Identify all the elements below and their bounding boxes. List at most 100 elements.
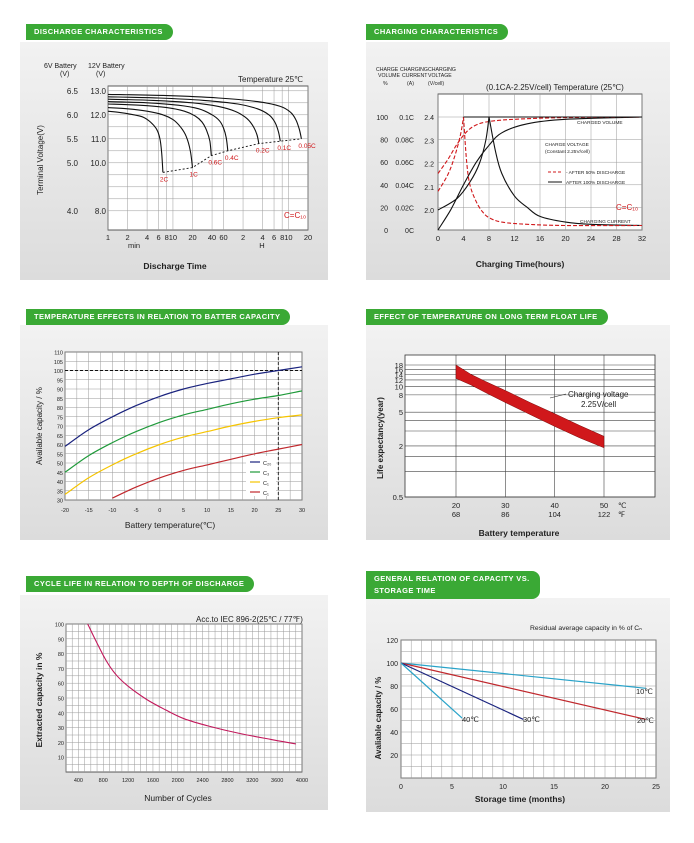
float-life-y-tick-label: 10 [395,383,403,392]
charging-voltage-tick-label: 2.2 [424,162,434,169]
temperature-x-tick-label: 20 [252,508,258,514]
charging-volume-tick-label: 40 [380,183,388,190]
temperature-legend-label: C₁ [263,481,269,487]
title-storage: GENERAL RELATION OF CAPACITY VS. STORAGE… [366,571,540,599]
temperature-y-tick-label: 55 [57,452,63,458]
temperature-x-tick-label: 10 [204,508,210,514]
temperature-y-tick-label: 80 [57,406,63,412]
discharge-x-axis-title: Discharge Time [143,261,206,271]
temperature-y-tick-label: 45 [57,471,63,477]
temperature-x-tick-label: 30 [299,508,305,514]
float-life-y-tick-label: 2 [399,442,403,451]
float-life-y-tick-label: 12 [395,376,403,385]
storage-x-axis-title: Storage time (months) [475,794,565,804]
cycle-x-tick-label: 4000 [296,778,308,784]
charging-current-tick-label: 0.06C [395,160,414,167]
charging-volume-tick-label: 20 [380,205,388,212]
discharge-header-unit-12v: (V) [96,71,105,78]
discharge-x-unit-h: H [259,241,264,250]
float-life-plot-area [404,354,656,498]
temperature-y-tick-label: 40 [57,480,63,486]
temperature-legend-box [246,456,276,496]
float-life-unit-fahrenheit: ℉ [618,510,626,519]
discharge-curve-0.6C [107,103,212,156]
cycle-y-tick-label: 50 [58,697,64,703]
temperature-x-tick-label: 0 [158,508,161,514]
storage-line-label: 30℃ [523,715,540,724]
discharge-header-6v: 6V Battery [44,63,77,70]
discharge-x-tick-label: 6 [272,233,276,242]
storage-y-tick-label: 120 [386,638,398,645]
temperature-curve [64,366,303,447]
cycle-x-tick-label: 400 [74,778,83,784]
title-storage-line2: STORAGE TIME [374,586,436,595]
float-life-x-tick-fahrenheit: 104 [548,510,561,519]
charging-current-tick-label: 0.02C [395,205,414,212]
discharge-curve-0.2C [107,98,260,144]
discharge-curve-0.1C [107,96,281,142]
charging-voltage-tick-label: 2.0 [424,208,434,215]
storage-x-tick-label: 10 [499,784,507,791]
discharge-curve-2C [107,110,164,173]
discharge-curve-label: 0.6C [208,160,222,167]
charging-column-header: (A) [407,81,414,87]
discharge-header-unit-6v: (V) [60,71,69,78]
temperature-y-tick-label: 35 [57,489,63,495]
discharge-header-12v: 12V Battery [88,63,125,70]
cycle-x-tick-label: 3200 [246,778,258,784]
charging-curve-voltage_50 [437,116,465,192]
discharge-x-tick-label: 8 [280,233,284,242]
storage-y-tick-label: 20 [390,753,398,760]
float-life-x-tick-celsius: 30 [501,501,509,510]
temperature-y-tick-label: 30 [57,499,63,505]
float-life-y-tick-label: 0.5 [393,493,403,502]
discharge-curve-1C [107,107,194,168]
charging-legend-text-50: - AFTER 50% DISCHARGE [566,170,625,176]
cycle-y-tick-label: 90 [58,637,64,643]
discharge-x-tick-label: 10 [284,233,292,242]
float-life-annotation-line1: Charging voltage [568,390,629,399]
charging-volume-tick-label: 100 [376,115,388,122]
storage-line-label: 40℃ [462,715,479,724]
discharge-curve-label: 0.05C [298,143,316,150]
temperature-x-tick-label: -15 [85,508,93,514]
float-life-y-tick-label: 18 [395,361,403,370]
float-life-x-axis-title: Battery temperature [479,528,560,538]
discharge-y12-tick-label: 13.0 [90,87,106,96]
charging-x-tick-label: 24 [587,234,595,243]
temperature-x-tick-label: 25 [275,508,281,514]
float-life-unit-celsius: ℃ [618,501,627,510]
float-life-y-axis-title: Life expectancy(year) [376,397,385,479]
charging-volume-tick-label: 0 [384,228,388,235]
float-life-x-tick-celsius: 40 [550,501,558,510]
cycle-y-tick-label: 100 [55,623,64,629]
charging-label-voltage: CHARGE VOLTAGE [545,142,589,148]
charging-x-tick-label: 20 [561,234,569,243]
temperature-y-tick-label: 100 [54,369,63,375]
discharge-curve-0.05C [107,93,302,139]
temperature-x-tick-label: 5 [182,508,185,514]
cycle-y-tick-label: 30 [58,726,64,732]
temperature-y-tick-label: 95 [57,378,63,384]
storage-x-tick-label: 0 [399,784,403,791]
charging-column-header: CHARGE [376,67,399,73]
storage-line-40℃ [400,662,463,719]
cycle-x-tick-label: 800 [99,778,108,784]
charging-label-current: CHARGING CURRENT [580,219,631,225]
cycle-header: Acc.to IEC 896-2(25℃ / 77℉) [196,615,303,624]
cycle-y-tick-label: 10 [58,756,64,762]
title-discharge: DISCHARGE CHARACTERISTICS [26,24,173,40]
discharge-temperature-label: Temperature 25℃ [238,75,303,84]
charging-curve-volume_100 [437,116,643,231]
title-storage-line1: GENERAL RELATION OF CAPACITY VS. [374,574,530,583]
charging-x-tick-label: 12 [510,234,518,243]
charging-current-tick-label: 0.08C [395,138,414,145]
cycle-x-tick-label: 1600 [147,778,159,784]
discharge-formula: C=C₁₀ [284,211,306,220]
discharge-y12-tick-label: 11.0 [91,135,107,144]
cycle-y-tick-label: 60 [58,682,64,688]
charging-header: (0.1CA-2.25V/cell) Temperature (25℃) [486,83,624,92]
float-life-y-tick-label: 5 [399,408,403,417]
title-temperature: TEMPERATURE EFFECTS IN RELATION TO BATTE… [26,309,291,325]
storage-x-tick-label: 25 [652,784,660,791]
